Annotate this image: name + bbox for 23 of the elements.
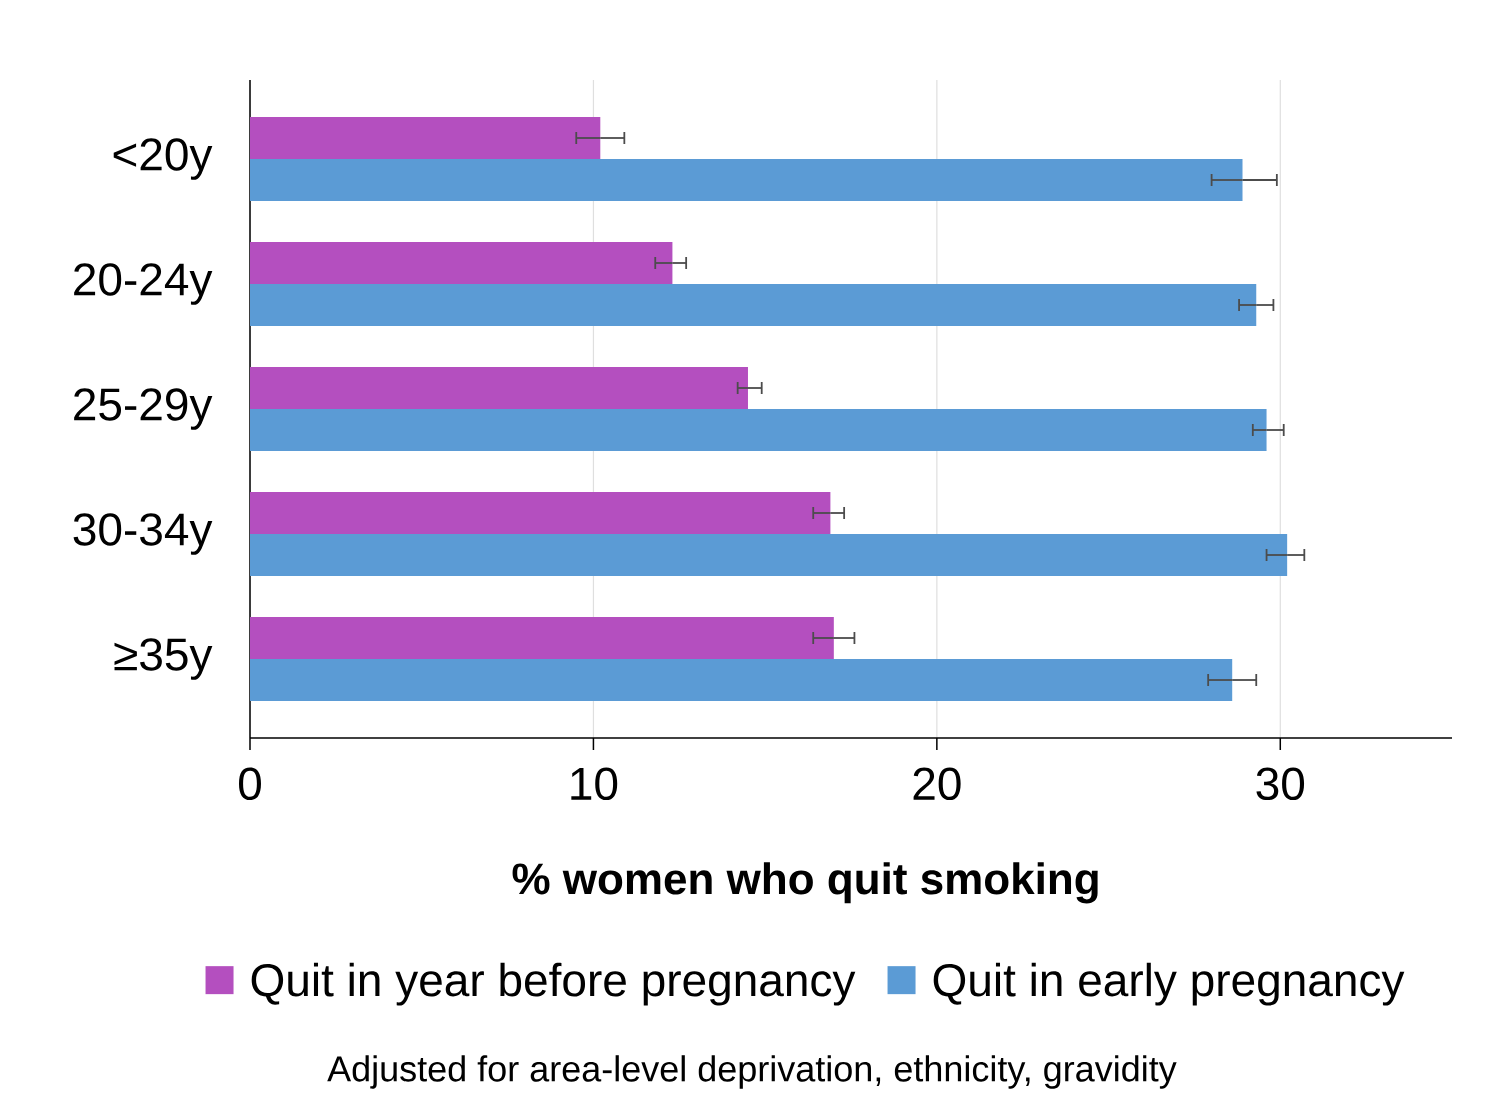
bar: [250, 409, 1267, 451]
y-tick-label: 25-29y: [74, 388, 213, 430]
bar: [250, 117, 601, 159]
text: Adjusted for area-level deprivation, ethnicity, gravidity: [327, 1055, 1177, 1089]
y-tick-label: <20y: [113, 138, 213, 180]
bar: [250, 534, 1288, 576]
x-tick-label: 0: [239, 767, 261, 801]
bar: [250, 242, 673, 284]
x-tick-label: 10: [571, 767, 618, 801]
legend-label: Quit in early pregnancy: [933, 962, 1405, 1006]
bar: [250, 284, 1257, 326]
bar: [250, 367, 748, 409]
bar: [250, 492, 831, 534]
x-tick-label: 20: [913, 767, 961, 801]
bar: [250, 617, 834, 660]
y-tick-label: 20-24y: [74, 263, 213, 305]
bar: [250, 659, 1233, 702]
x-tick-label: 30: [1256, 767, 1305, 801]
x-axis-title: % women who quit smoking: [512, 862, 1098, 904]
legend-label: Quit in year before pregnancy: [251, 962, 856, 1006]
y-tick-label: 30-34y: [73, 513, 213, 555]
bar: [250, 159, 1243, 201]
y-tick-label: ≥35y: [114, 638, 213, 680]
